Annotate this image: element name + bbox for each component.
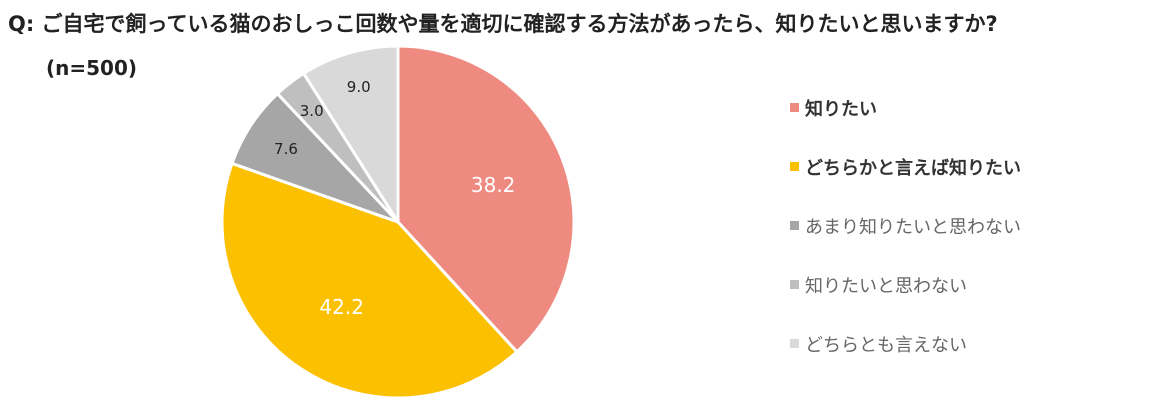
- data-label-2: 42.2: [319, 295, 364, 319]
- pie-labels: 38.2 42.2 7.6 3.0 9.0: [274, 78, 515, 319]
- legend-item-2: どちらかと言えば知りたい: [790, 137, 1021, 196]
- chart-title: Q: ご自宅で飼っている猫のおしっこ回数や量を適切に確認する方法があったら、知り…: [8, 12, 998, 36]
- data-label-3: 7.6: [274, 140, 298, 158]
- chart-subtitle: (n=500): [46, 56, 138, 80]
- pie-slice-1: [396, 44, 576, 354]
- legend-label: あまり知りたいと思わない: [805, 216, 1021, 238]
- data-label-1: 38.2: [471, 173, 516, 197]
- legend-swatch: [790, 103, 799, 112]
- legend-swatch: [790, 339, 799, 348]
- legend-swatch: [790, 221, 799, 230]
- legend-swatch: [790, 162, 799, 171]
- legend-item-3: あまり知りたいと思わない: [790, 196, 1021, 255]
- legend-item-4: 知りたいと思わない: [790, 255, 1021, 314]
- pie-slice-5: [302, 44, 400, 224]
- legend-label: 知りたい: [805, 98, 877, 120]
- pie-slices: [220, 44, 576, 400]
- legend-swatch: [790, 280, 799, 289]
- data-label-4: 3.0: [300, 102, 324, 120]
- legend-label: どちらとも言えない: [805, 334, 967, 356]
- legend-label: 知りたいと思わない: [805, 275, 967, 297]
- chart-legend: 知りたいどちらかと言えば知りたい あまり知りたいと思わない 知りたいと思わない どちら…: [790, 78, 1021, 373]
- legend-item-1: 知りたい: [790, 78, 1021, 137]
- pie-slice-2: [220, 161, 519, 400]
- legend-item-5: どちらとも言えない: [790, 314, 1021, 373]
- data-label-5: 9.0: [347, 78, 371, 96]
- legend-label: どちらかと言えば知りたい: [805, 157, 1021, 179]
